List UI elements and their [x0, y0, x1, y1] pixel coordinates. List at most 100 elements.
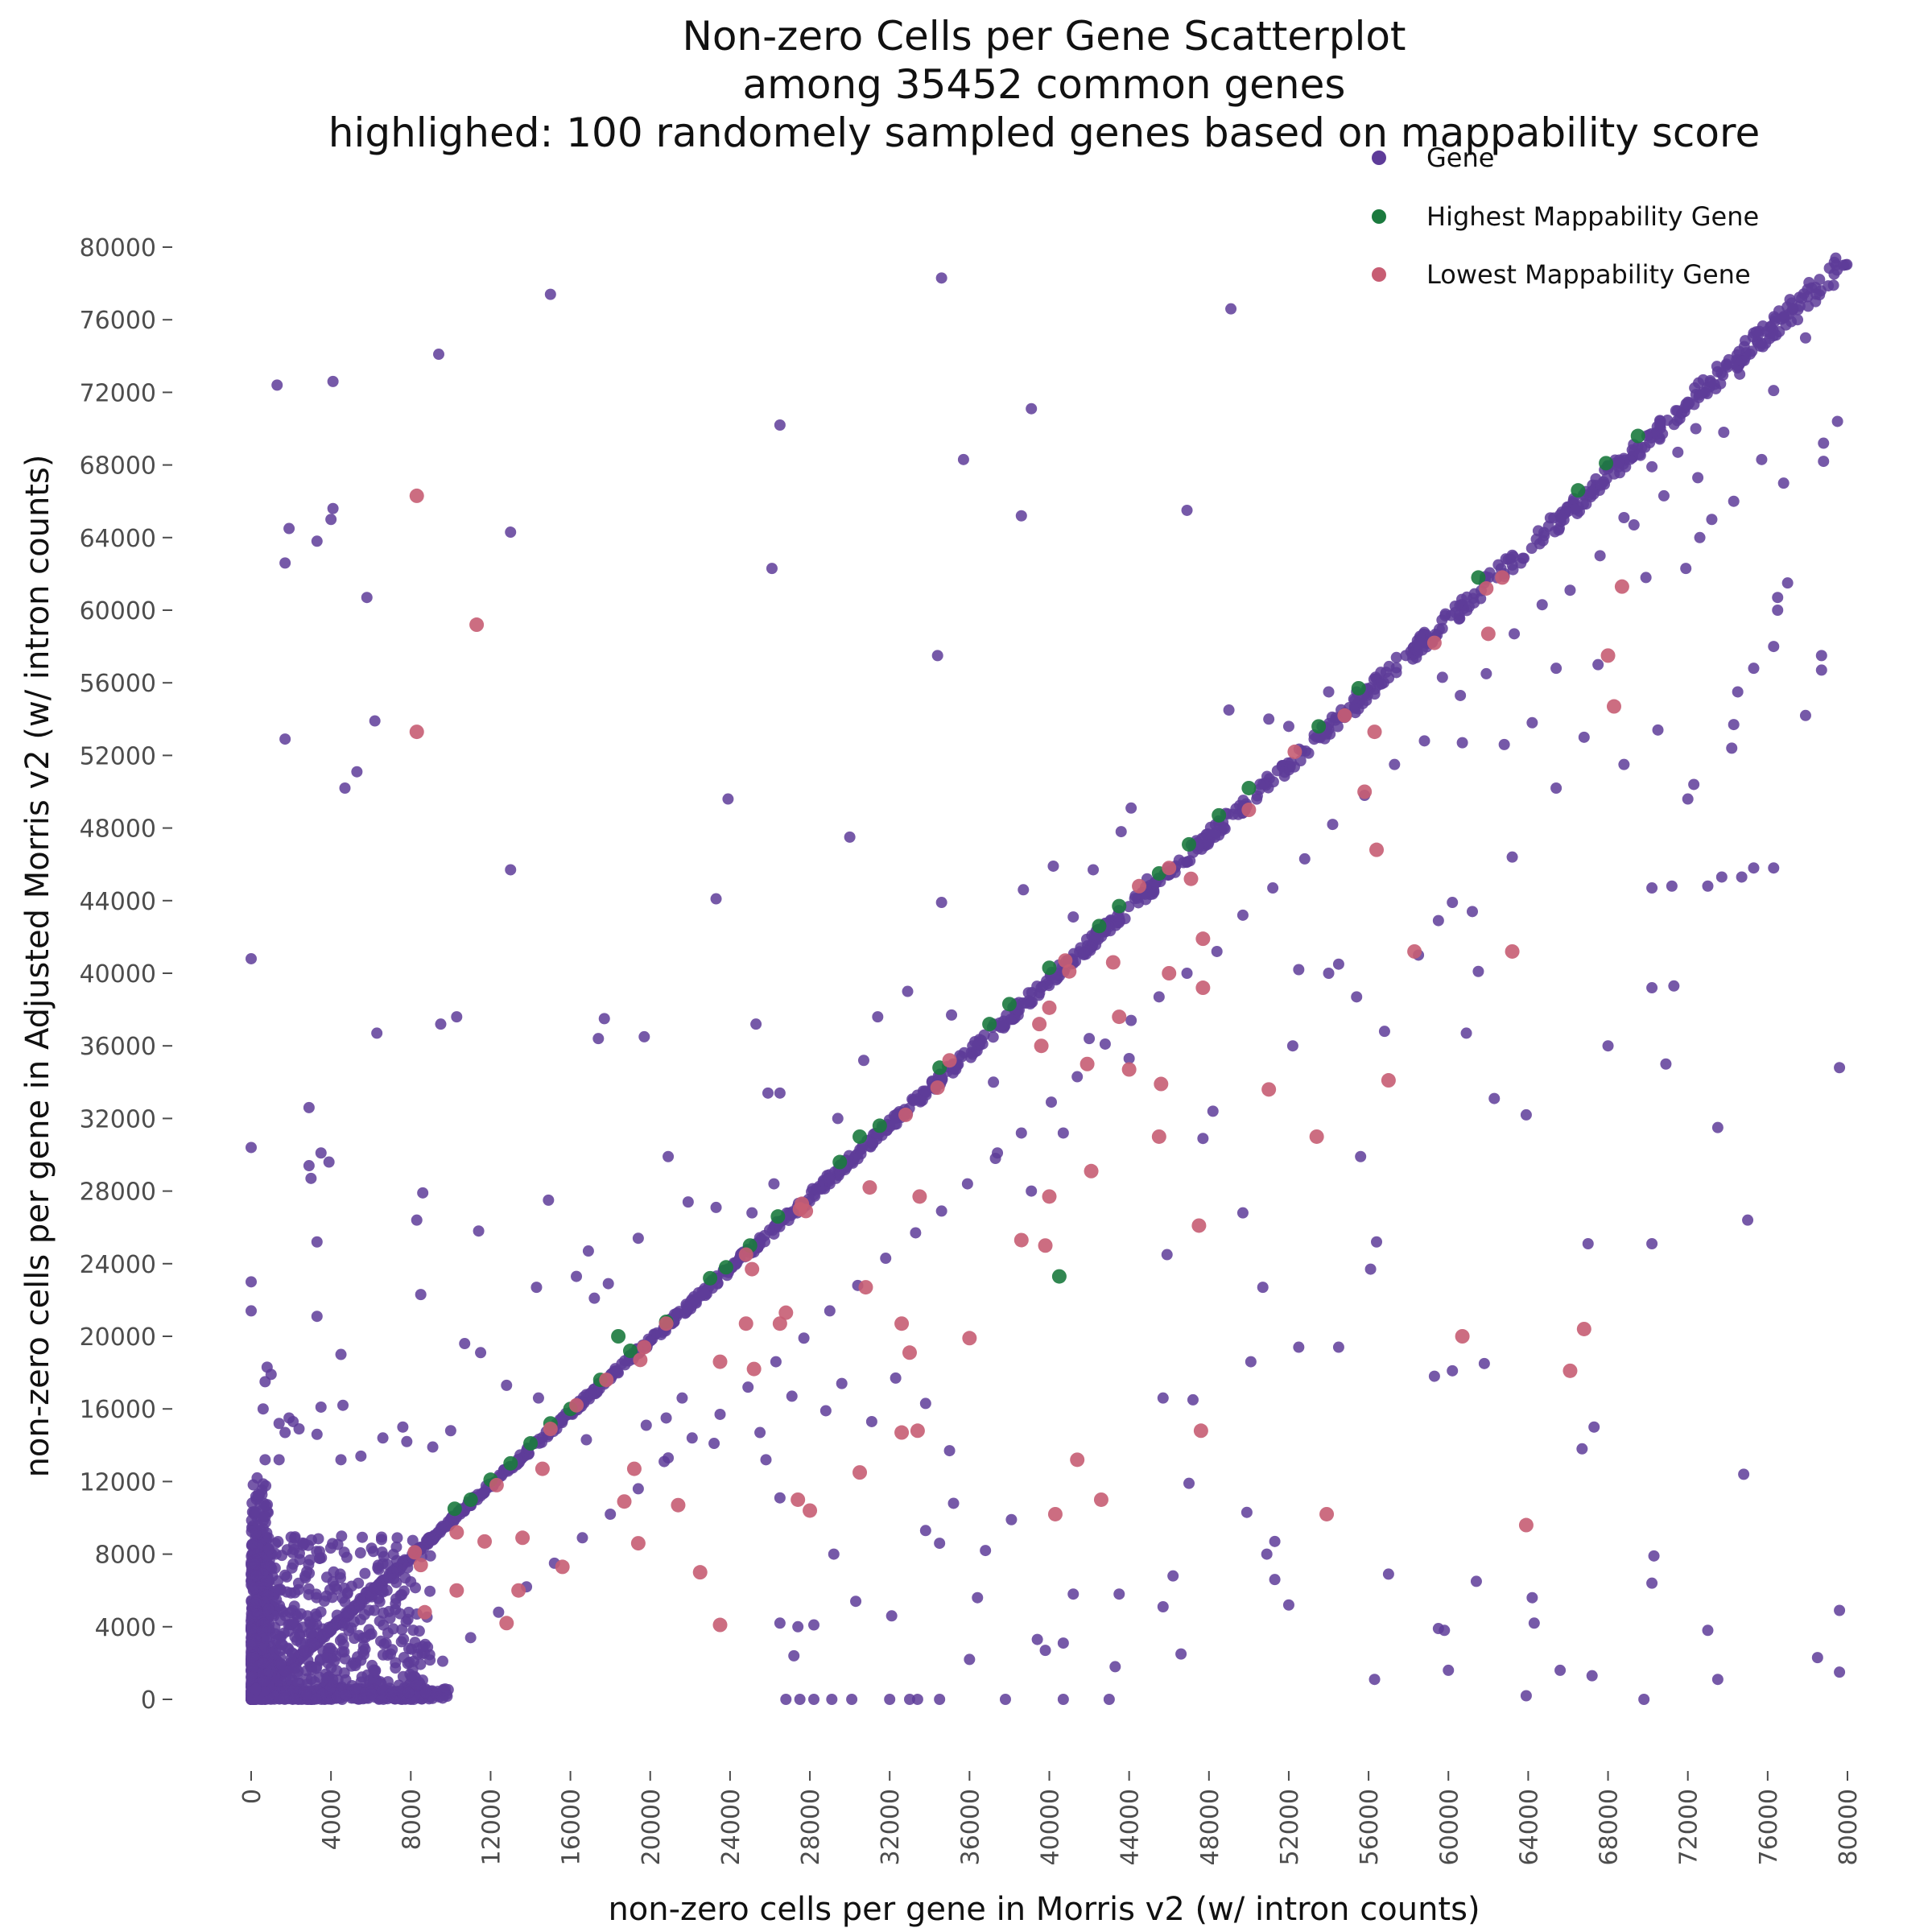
gene-point: [1332, 958, 1344, 970]
gene-point: [357, 1531, 369, 1543]
gene-point: [246, 1623, 258, 1635]
lowest-mappability-gene-point: [791, 1492, 806, 1507]
gene-point: [786, 1390, 798, 1402]
gene-point: [248, 1506, 260, 1518]
gene-point: [1618, 758, 1630, 770]
gene-point: [248, 1608, 260, 1620]
gene-point: [919, 1397, 931, 1410]
gene-point: [714, 1408, 726, 1420]
gene-point: [365, 1628, 378, 1640]
lowest-mappability-gene-point: [942, 1053, 957, 1068]
gene-point: [1078, 947, 1090, 960]
gene-point: [1509, 628, 1521, 640]
lowest-mappability-gene-point: [778, 1305, 794, 1320]
gene-point: [285, 1531, 297, 1543]
highest-mappability-gene-point: [1599, 456, 1614, 471]
gene-point: [1099, 1038, 1111, 1050]
gene-point: [1815, 664, 1827, 676]
highest-mappability-gene-point: [1182, 836, 1197, 852]
gene-point: [1175, 1648, 1187, 1660]
gene-point: [1466, 906, 1478, 918]
gene-point: [832, 1113, 844, 1125]
lowest-mappability-gene-point: [1034, 1038, 1049, 1054]
gene-point: [338, 1617, 350, 1629]
gene-point: [331, 1690, 343, 1703]
gene-point: [1196, 832, 1208, 844]
x-tick-label: 16000: [558, 1789, 586, 1865]
highest-mappability-gene-point: [1241, 780, 1257, 795]
highest-mappability-gene-point: [622, 1344, 638, 1359]
gene-point: [1167, 1570, 1179, 1582]
gene-point: [947, 1497, 960, 1509]
gene-point: [1764, 328, 1776, 340]
lowest-mappability-gene-point: [1162, 966, 1177, 980]
gene-point: [294, 1554, 306, 1566]
lowest-mappability-gene-point: [1132, 878, 1147, 894]
gene-point: [1799, 709, 1811, 721]
gene-point: [543, 1194, 555, 1206]
gene-point: [1447, 897, 1459, 909]
gene-point: [1608, 468, 1620, 480]
gene-point: [935, 272, 947, 284]
lowest-mappability-gene-point: [511, 1583, 526, 1598]
gene-point: [1460, 1027, 1472, 1039]
gene-point: [335, 1454, 347, 1466]
lowest-mappability-gene-point: [712, 1354, 728, 1369]
lowest-mappability-gene-point: [1381, 1073, 1396, 1088]
gene-point: [402, 1686, 415, 1699]
gene-point: [857, 1055, 869, 1067]
highest-mappability-gene-point: [1042, 960, 1057, 976]
lowest-mappability-gene-point: [1195, 931, 1211, 947]
gene-point: [1498, 738, 1510, 750]
gene-point: [1360, 695, 1373, 707]
gene-point: [1382, 1568, 1394, 1580]
gene-point: [311, 535, 323, 547]
gene-point: [311, 1661, 323, 1673]
gene-point: [1736, 355, 1748, 367]
gene-point: [1045, 1096, 1057, 1108]
gene-point: [313, 1552, 325, 1564]
lowest-mappability-gene-point: [1084, 1163, 1099, 1179]
lowest-mappability-gene-point: [803, 1503, 818, 1518]
y-tick-label: 20000: [80, 1323, 156, 1352]
gene-point: [855, 1148, 867, 1160]
gene-point: [762, 1087, 774, 1099]
chart-title-line-2: among 35452 common genes: [743, 61, 1346, 108]
gene-point: [1506, 851, 1518, 863]
gene-point: [1376, 678, 1388, 690]
highest-mappability-gene-point: [611, 1329, 626, 1344]
gene-point: [1389, 758, 1401, 770]
gene-point: [1781, 577, 1794, 589]
lowest-mappability-gene-point: [409, 488, 424, 503]
lowest-mappability-gene-point: [1407, 943, 1422, 959]
legend-label-gene: Gene: [1426, 142, 1494, 173]
gene-point: [722, 793, 734, 805]
gene-point: [1517, 552, 1529, 564]
gene-point: [774, 1492, 786, 1504]
gene-point: [774, 1617, 786, 1629]
lowest-mappability-gene-point: [469, 617, 485, 633]
lowest-mappability-gene-point: [1309, 1129, 1324, 1144]
gene-point: [1223, 704, 1235, 716]
gene-point: [303, 1616, 316, 1628]
gene-point: [934, 1694, 946, 1705]
gene-point: [247, 1538, 259, 1550]
gene-point: [396, 1624, 408, 1636]
x-tick-label: 56000: [1356, 1789, 1384, 1865]
gene-point: [424, 1654, 436, 1666]
gene-point: [252, 1488, 264, 1500]
gene-point: [391, 1532, 403, 1544]
gene-point: [354, 1547, 366, 1559]
lowest-mappability-gene-point: [499, 1616, 514, 1631]
gene-point: [1428, 1370, 1440, 1382]
gene-point: [249, 1558, 261, 1571]
gene-point: [331, 1665, 343, 1677]
gene-point: [377, 1607, 389, 1619]
gene-point: [292, 1577, 304, 1589]
gene-point: [819, 1405, 832, 1417]
gene-point: [1528, 1617, 1540, 1629]
y-tick-label: 40000: [80, 960, 156, 989]
gene-point: [1282, 1599, 1294, 1611]
gene-point: [1668, 980, 1680, 992]
lowest-mappability-gene-point: [1614, 579, 1629, 594]
